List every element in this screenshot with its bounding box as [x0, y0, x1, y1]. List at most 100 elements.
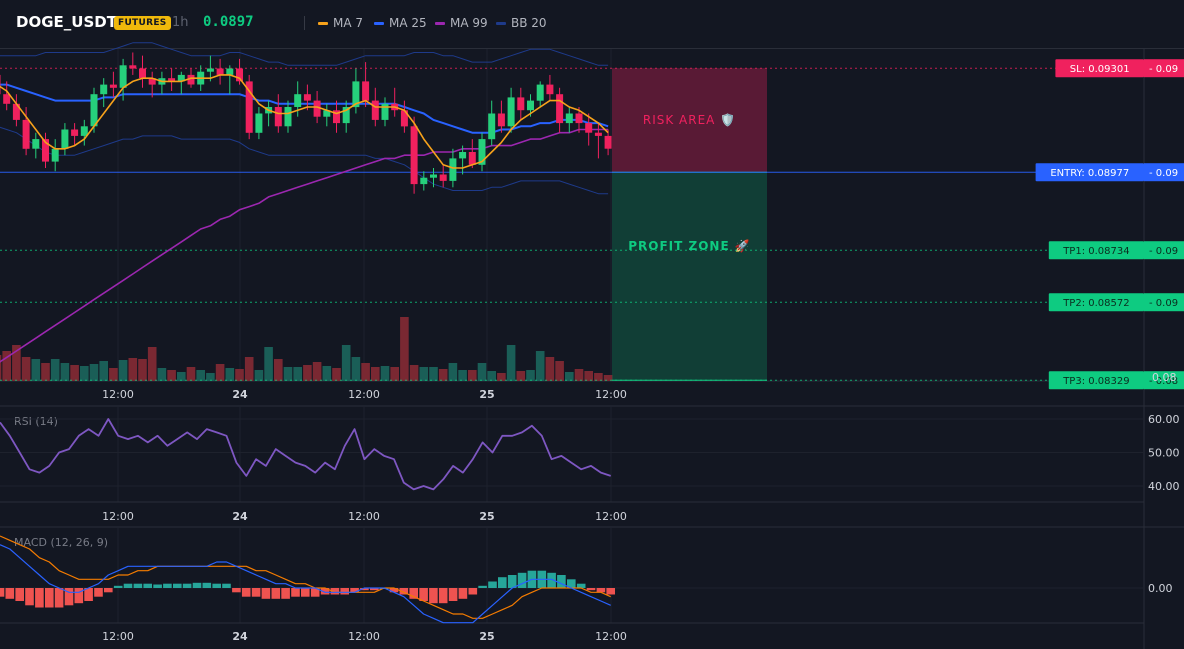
volume-bar [594, 373, 603, 381]
main-time-label: 25 [479, 388, 494, 401]
volume-bar [147, 347, 157, 381]
volume-bar [506, 345, 516, 381]
macd-histogram-bar [340, 588, 349, 595]
rsi-time-label: 12:00 [102, 510, 134, 523]
volume-bar [584, 371, 593, 381]
macd-histogram-bar [123, 583, 133, 588]
volume-bar [21, 357, 31, 381]
candle-body [400, 110, 408, 127]
candle-body [517, 97, 525, 111]
volume-bar [89, 364, 99, 381]
bb-upper-line [0, 42, 609, 66]
macd-time-label: 12:00 [102, 630, 134, 643]
zones-layer: RISK AREA 🛡️ PROFIT ZONE 🚀 [612, 68, 767, 381]
macd-histogram-bar [94, 588, 103, 597]
volume-bar [50, 359, 60, 381]
level-tag-tp1 [1048, 241, 1144, 260]
candle-body [187, 74, 195, 85]
main-time-label: 24 [232, 388, 248, 401]
rsi-time-label: 12:00 [348, 510, 380, 523]
candle-body [449, 158, 457, 181]
candle-body [148, 78, 156, 85]
rsi-axis-label: 50.00 [1148, 447, 1180, 460]
candle-body [488, 113, 496, 140]
ma99-line [0, 128, 609, 363]
macd-time-label: 24 [232, 630, 248, 643]
macd-histogram-bar [360, 588, 369, 591]
candle-body [100, 84, 108, 95]
interval-label[interactable]: 1h [172, 15, 189, 30]
volume-bar [225, 368, 235, 381]
candle-body [71, 129, 79, 136]
axis-tag-text-tp2: - 0.09 [1149, 298, 1178, 309]
symbol-title[interactable]: DOGE_USDT [16, 13, 117, 31]
candle-body [274, 107, 282, 127]
candle-body [323, 110, 331, 117]
candle-body [594, 132, 602, 136]
macd-histogram-bar [320, 588, 330, 595]
macd-histogram-bar [281, 588, 290, 599]
volume-bar [186, 367, 196, 381]
candle-body [139, 68, 146, 79]
macd-histogram-bar [54, 588, 64, 608]
candle-body [42, 139, 49, 162]
macd-histogram-bar [104, 588, 113, 593]
macd-histogram-bar [301, 588, 310, 597]
macd-histogram-bar [222, 583, 231, 588]
volume-bar [419, 367, 429, 381]
legend-ma99[interactable]: MA 99 [435, 16, 488, 30]
candle-body [177, 74, 185, 82]
volume-bar [438, 369, 448, 381]
macd-histogram-bar [182, 583, 192, 588]
macd-histogram-bar [547, 572, 556, 588]
candle-body [119, 65, 127, 88]
candle-body [236, 68, 243, 82]
legend-bb20[interactable]: BB 20 [496, 16, 547, 30]
volume-bar [448, 363, 458, 381]
volume-bar [283, 367, 293, 381]
candle-body [109, 84, 117, 88]
volume-bar [12, 345, 21, 381]
candle-body [333, 110, 340, 124]
legend-ma25[interactable]: MA 25 [374, 16, 427, 30]
macd-histogram-bar [468, 588, 478, 595]
rsi-line [0, 418, 611, 491]
main-time-label: 12:00 [595, 388, 627, 401]
volume-bar [555, 361, 564, 381]
volume-bar [400, 317, 409, 381]
candle-body [478, 139, 486, 165]
chart-header: DOGE_USDT FUTURES 1h 0.0897 MA 7 MA 25 M… [0, 0, 1184, 49]
candle-body [216, 68, 224, 75]
candle-body [439, 174, 447, 181]
macd-time-label: 12:00 [348, 630, 380, 643]
last-price: 0.0897 [203, 14, 254, 30]
volume-bar [312, 362, 322, 381]
legend-ma99-label: MA 99 [450, 16, 488, 30]
axis-tag-text-tp3: - 0.08 [1149, 376, 1178, 387]
macd-histogram-bar [84, 588, 93, 601]
bb20-swatch [496, 22, 506, 25]
volume-bar [118, 360, 128, 381]
macd-histogram-bar [251, 588, 261, 597]
risk-zone [612, 68, 767, 173]
volume-bar [516, 371, 526, 381]
volume-bar [371, 367, 380, 381]
volume-bar [206, 373, 215, 381]
macd-histogram-bar [202, 582, 212, 588]
candle-body [536, 84, 544, 101]
macd-histogram-bar [291, 588, 300, 597]
macd-histogram-bar [576, 583, 586, 588]
volume-bar [196, 370, 205, 381]
volume-bar [128, 358, 138, 381]
main-time-label: 12:00 [102, 388, 134, 401]
volume-bar [545, 357, 555, 381]
candle-body [206, 68, 214, 72]
volume-bar [409, 365, 419, 381]
volume-bar [341, 345, 351, 381]
legend-ma7[interactable]: MA 7 [318, 16, 363, 30]
candle-body [556, 94, 564, 124]
macd-histogram-bar [261, 588, 271, 599]
macd-histogram-bar [330, 588, 340, 595]
axis-tag-text-sl: - 0.09 [1149, 64, 1178, 75]
